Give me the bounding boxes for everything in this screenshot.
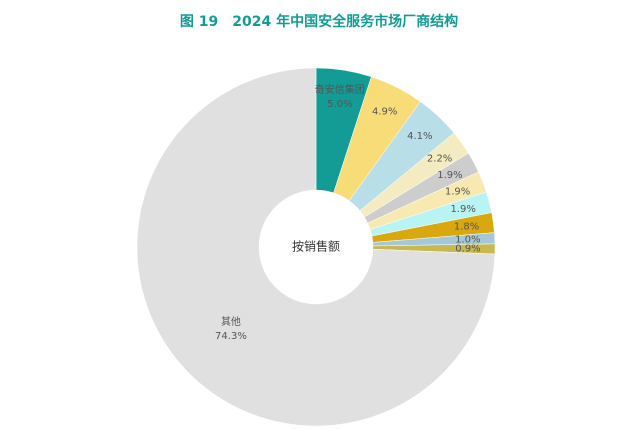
value-label: 5.0% [327,99,352,110]
value-label: 1.9% [437,170,462,181]
value-label: 74.3% [215,331,247,342]
value-label: 4.1% [407,131,432,142]
value-label: 1.8% [454,221,479,232]
center-label: 按销售额 [292,239,340,254]
slice [136,67,496,427]
value-label: 4.9% [372,106,397,117]
chart-title: 图 19 2024 年中国安全服务市场厂商结构 [180,13,458,30]
value-label: 1.9% [445,187,470,198]
value-label: 0.9% [455,244,480,255]
value-label: 2.2% [427,154,452,165]
slice-label: 其他 [221,315,241,328]
slice-label: 奇安信集团 [315,83,365,96]
value-label: 1.0% [455,235,480,246]
value-label: 1.9% [450,204,475,215]
